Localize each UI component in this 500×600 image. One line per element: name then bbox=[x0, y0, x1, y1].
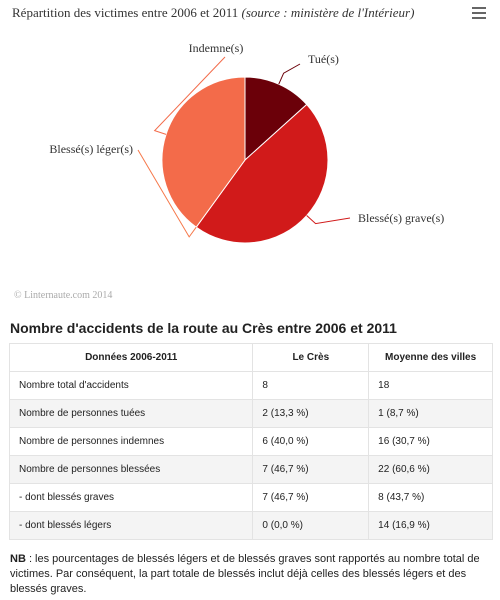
table-cell: 2 (13,3 %) bbox=[252, 399, 370, 428]
slice-label: Indemne(s) bbox=[189, 41, 244, 55]
table-cell: Nombre de personnes blessées bbox=[8, 455, 254, 484]
table-row: Nombre de personnes blessées 7 (46,7 %) … bbox=[8, 455, 493, 484]
slice-connector bbox=[137, 149, 197, 238]
slice-connector bbox=[306, 215, 351, 225]
pie-svg: Tué(s) Blessé(s) grave(s) Blessé(s) léger(… bbox=[49, 41, 444, 244]
table-cell: 18 bbox=[368, 371, 493, 400]
table-cell: 7 (46,7 %) bbox=[252, 483, 370, 512]
table-cell: 8 bbox=[252, 371, 370, 400]
chart-title: Répartition des victimes entre 2006 et 2… bbox=[12, 5, 414, 21]
stats-table: Données 2006-2011 Le Crès Moyenne des vi… bbox=[8, 343, 493, 540]
slice-connector bbox=[153, 56, 226, 135]
table-row: Nombre de personnes tuées 2 (13,3 %) 1 (… bbox=[8, 399, 493, 428]
chart-menu-icon[interactable] bbox=[472, 7, 486, 19]
table-row: - dont blessés graves 7 (46,7 %) 8 (43,7… bbox=[8, 483, 493, 512]
table-header-row: Données 2006-2011 Le Crès Moyenne des vi… bbox=[8, 343, 493, 372]
table-row: Nombre de personnes indemnes 6 (40,0 %) … bbox=[8, 427, 493, 456]
footnote-bold: NB bbox=[10, 553, 26, 565]
table-cell: 8 (43,7 %) bbox=[368, 483, 493, 512]
slice-label: Blessé(s) grave(s) bbox=[358, 211, 444, 225]
table-cell: 0 (0,0 %) bbox=[252, 511, 370, 540]
header-cell: Moyenne des villes bbox=[368, 343, 493, 372]
slice-label: Tué(s) bbox=[308, 52, 339, 66]
table-cell: 6 (40,0 %) bbox=[252, 427, 370, 456]
table-cell: 7 (46,7 %) bbox=[252, 455, 370, 484]
table-cell: - dont blessés légers bbox=[8, 511, 254, 540]
pie-chart: Répartition des victimes entre 2006 et 2… bbox=[12, 5, 486, 301]
table-cell: Nombre de personnes indemnes bbox=[8, 427, 254, 456]
table-cell: 16 (30,7 %) bbox=[368, 427, 493, 456]
table-row: Nombre total d'accidents 8 18 bbox=[8, 371, 493, 400]
pie-slice bbox=[161, 76, 246, 228]
table-cell: 14 (16,9 %) bbox=[368, 511, 493, 540]
table-cell: - dont blessés graves bbox=[8, 483, 254, 512]
chart-credit: © Linternaute.com 2014 bbox=[14, 290, 113, 301]
table-cell: 22 (60,6 %) bbox=[368, 455, 493, 484]
footnote: NB : les pourcentages de blessés légers … bbox=[10, 552, 494, 597]
table-cell: Nombre total d'accidents bbox=[8, 371, 254, 400]
pie-slice bbox=[195, 103, 329, 244]
table-cell: 1 (8,7 %) bbox=[368, 399, 493, 428]
table-row: - dont blessés légers 0 (0,0 %) 14 (16,9… bbox=[8, 511, 493, 540]
header-cell: Données 2006-2011 bbox=[8, 343, 254, 372]
footnote-text: : les pourcentages de blessés légers et … bbox=[10, 553, 480, 595]
header-cell: Le Crès bbox=[252, 343, 370, 372]
chart-title-source: (source : ministère de l'Intérieur) bbox=[241, 5, 415, 20]
slice-label: Blessé(s) léger(s) bbox=[49, 142, 133, 156]
table-title: Nombre d'accidents de la route au Crès e… bbox=[10, 320, 397, 336]
chart-title-main: Répartition des victimes entre 2006 et 2… bbox=[12, 5, 239, 20]
table-cell: Nombre de personnes tuées bbox=[8, 399, 254, 428]
slice-connector bbox=[278, 63, 301, 85]
